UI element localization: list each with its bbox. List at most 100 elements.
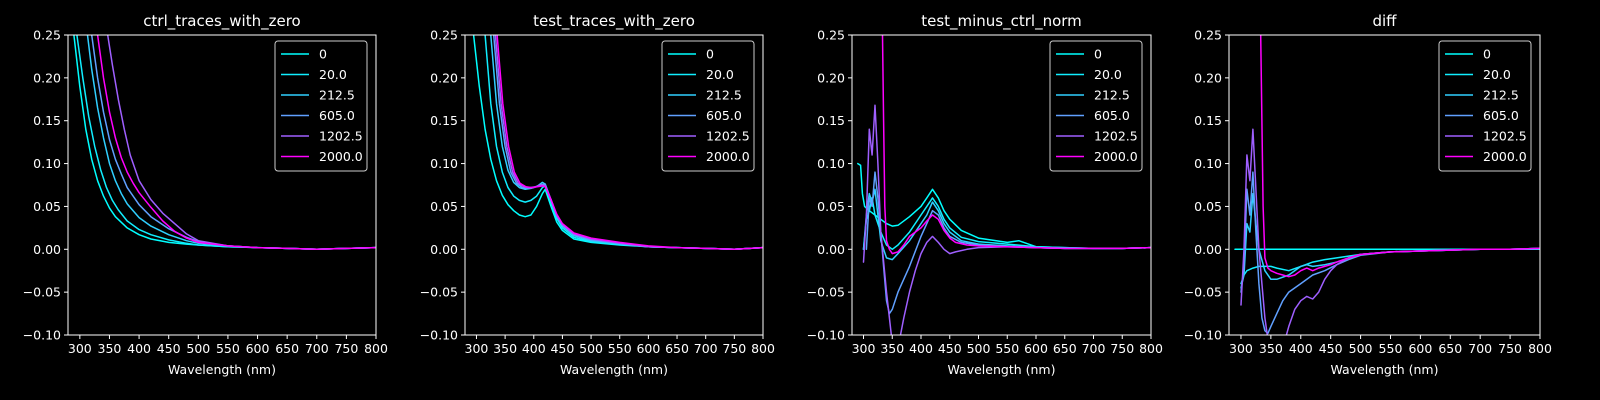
x-tick-label: 600: [1024, 341, 1048, 356]
series-line-5: [96, 35, 376, 251]
legend-label: 1202.5: [319, 129, 363, 144]
y-tick-label: −0.05: [807, 285, 845, 300]
x-tick-label: 450: [1319, 341, 1343, 356]
chart-panel-4: diff 300 350 400 450 500 550 600 650 700 750 800 −0.…: [1184, 12, 1552, 377]
chart-title: ctrl_traces_with_zero: [143, 12, 300, 31]
legend-label: 0: [319, 47, 327, 62]
chart-title: test_minus_ctrl_norm: [921, 12, 1082, 31]
x-tick-label: 300: [852, 341, 876, 356]
legend-box: [274, 40, 368, 172]
x-tick-label: 550: [608, 341, 632, 356]
y-tick-label: 0.00: [33, 242, 61, 257]
legend: 0 20.0 212.5 605.0 1202.5 2000.0: [1049, 40, 1143, 172]
y-tick-label: 0.25: [430, 28, 458, 43]
legend-label: 605.0: [319, 108, 355, 123]
series-line-5: [881, 35, 1151, 255]
y-tick-label: −0.10: [420, 328, 458, 343]
y-tick-label: −0.10: [23, 328, 61, 343]
y-tick-label: 0.15: [33, 113, 61, 128]
y-tick-label: −0.05: [1184, 285, 1222, 300]
chart-panel-3: test_minus_ctrl_norm 300 350 400 450 500 550 60…: [807, 12, 1163, 377]
legend-label: 605.0: [706, 108, 742, 123]
y-tick-label: 0.15: [1194, 113, 1222, 128]
series-group: [857, 35, 1151, 335]
y-tick-label: 0.25: [33, 28, 61, 43]
x-tick-label: 350: [1259, 341, 1283, 356]
x-tick-label: 600: [636, 341, 660, 356]
x-axis-label: Wavelength (nm): [948, 362, 1056, 377]
x-tick-label: 450: [550, 341, 574, 356]
y-tick-label: 0.25: [1194, 28, 1222, 43]
chart-title: test_traces_with_zero: [533, 12, 695, 31]
legend-label: 2000.0: [1094, 149, 1138, 164]
x-tick-label: 300: [1229, 341, 1253, 356]
y-tick-label: 0.00: [1194, 242, 1222, 257]
y-tick-label: 0.10: [33, 156, 61, 171]
x-tick-label: 650: [1438, 341, 1462, 356]
series-line-5: [1259, 35, 1540, 278]
legend-box: [1438, 40, 1532, 172]
series-group: [472, 35, 763, 251]
series-group: [73, 35, 376, 251]
x-tick-label: 400: [522, 341, 546, 356]
x-axis-label: Wavelength (nm): [168, 362, 276, 377]
y-tick-label: 0.20: [33, 70, 61, 85]
x-tick-label: 400: [909, 341, 933, 356]
x-tick-label: 700: [1082, 341, 1106, 356]
x-tick-label: 650: [665, 341, 689, 356]
y-tick-label: 0.00: [817, 242, 845, 257]
x-tick-label: 350: [880, 341, 904, 356]
x-tick-label: 500: [579, 341, 603, 356]
y-tick-label: 0.20: [817, 70, 845, 85]
legend-label: 605.0: [1483, 108, 1519, 123]
legend-label: 0: [706, 47, 714, 62]
y-tick-label: 0.05: [430, 199, 458, 214]
x-tick-label: 400: [1289, 341, 1313, 356]
x-tick-label: 750: [334, 341, 358, 356]
x-tick-label: 350: [493, 341, 517, 356]
x-tick-label: 750: [722, 341, 746, 356]
legend-label: 2000.0: [1483, 149, 1527, 164]
x-tick-label: 300: [68, 341, 92, 356]
x-tick-label: 800: [751, 341, 775, 356]
x-tick-label: 750: [1498, 341, 1522, 356]
y-tick-label: 0.05: [817, 199, 845, 214]
y-tick-label: −0.10: [807, 328, 845, 343]
y-tick-label: 0.05: [33, 199, 61, 214]
y-tick-label: 0.25: [817, 28, 845, 43]
y-tick-label: 0.05: [1194, 199, 1222, 214]
x-tick-label: 300: [465, 341, 489, 356]
y-tick-label: −0.05: [420, 285, 458, 300]
x-tick-label: 500: [186, 341, 210, 356]
x-tick-label: 600: [1408, 341, 1432, 356]
x-tick-label: 650: [1053, 341, 1077, 356]
x-tick-label: 800: [364, 341, 388, 356]
y-tick-label: −0.10: [1184, 328, 1222, 343]
legend-label: 20.0: [319, 67, 347, 82]
chart-panel-1: ctrl_traces_with_zero 300 350 400 450 500 550 6…: [23, 12, 388, 377]
x-tick-label: 550: [1379, 341, 1403, 356]
legend-label: 0: [1094, 47, 1102, 62]
axes-frame: [464, 34, 764, 336]
axes-frame: [67, 34, 377, 336]
legend-box: [1049, 40, 1143, 172]
chart-title: diff: [1372, 12, 1397, 30]
series-line-5: [496, 35, 763, 251]
series-line-2: [1240, 192, 1540, 289]
legend-label: 212.5: [1094, 88, 1130, 103]
series-group: [1234, 35, 1540, 335]
x-tick-label: 700: [305, 341, 329, 356]
y-tick-label: 0.20: [1194, 70, 1222, 85]
x-tick-label: 500: [967, 341, 991, 356]
x-tick-label: 700: [1468, 341, 1492, 356]
x-tick-label: 750: [1110, 341, 1134, 356]
y-tick-label: 0.20: [430, 70, 458, 85]
legend: 0 20.0 212.5 605.0 1202.5 2000.0: [661, 40, 755, 172]
x-axis-label: Wavelength (nm): [560, 362, 668, 377]
y-tick-label: 0.00: [430, 242, 458, 257]
legend: 0 20.0 212.5 605.0 1202.5 2000.0: [274, 40, 368, 172]
legend-box: [661, 40, 755, 172]
x-tick-label: 600: [246, 341, 270, 356]
legend: 0 20.0 212.5 605.0 1202.5 2000.0: [1438, 40, 1532, 172]
